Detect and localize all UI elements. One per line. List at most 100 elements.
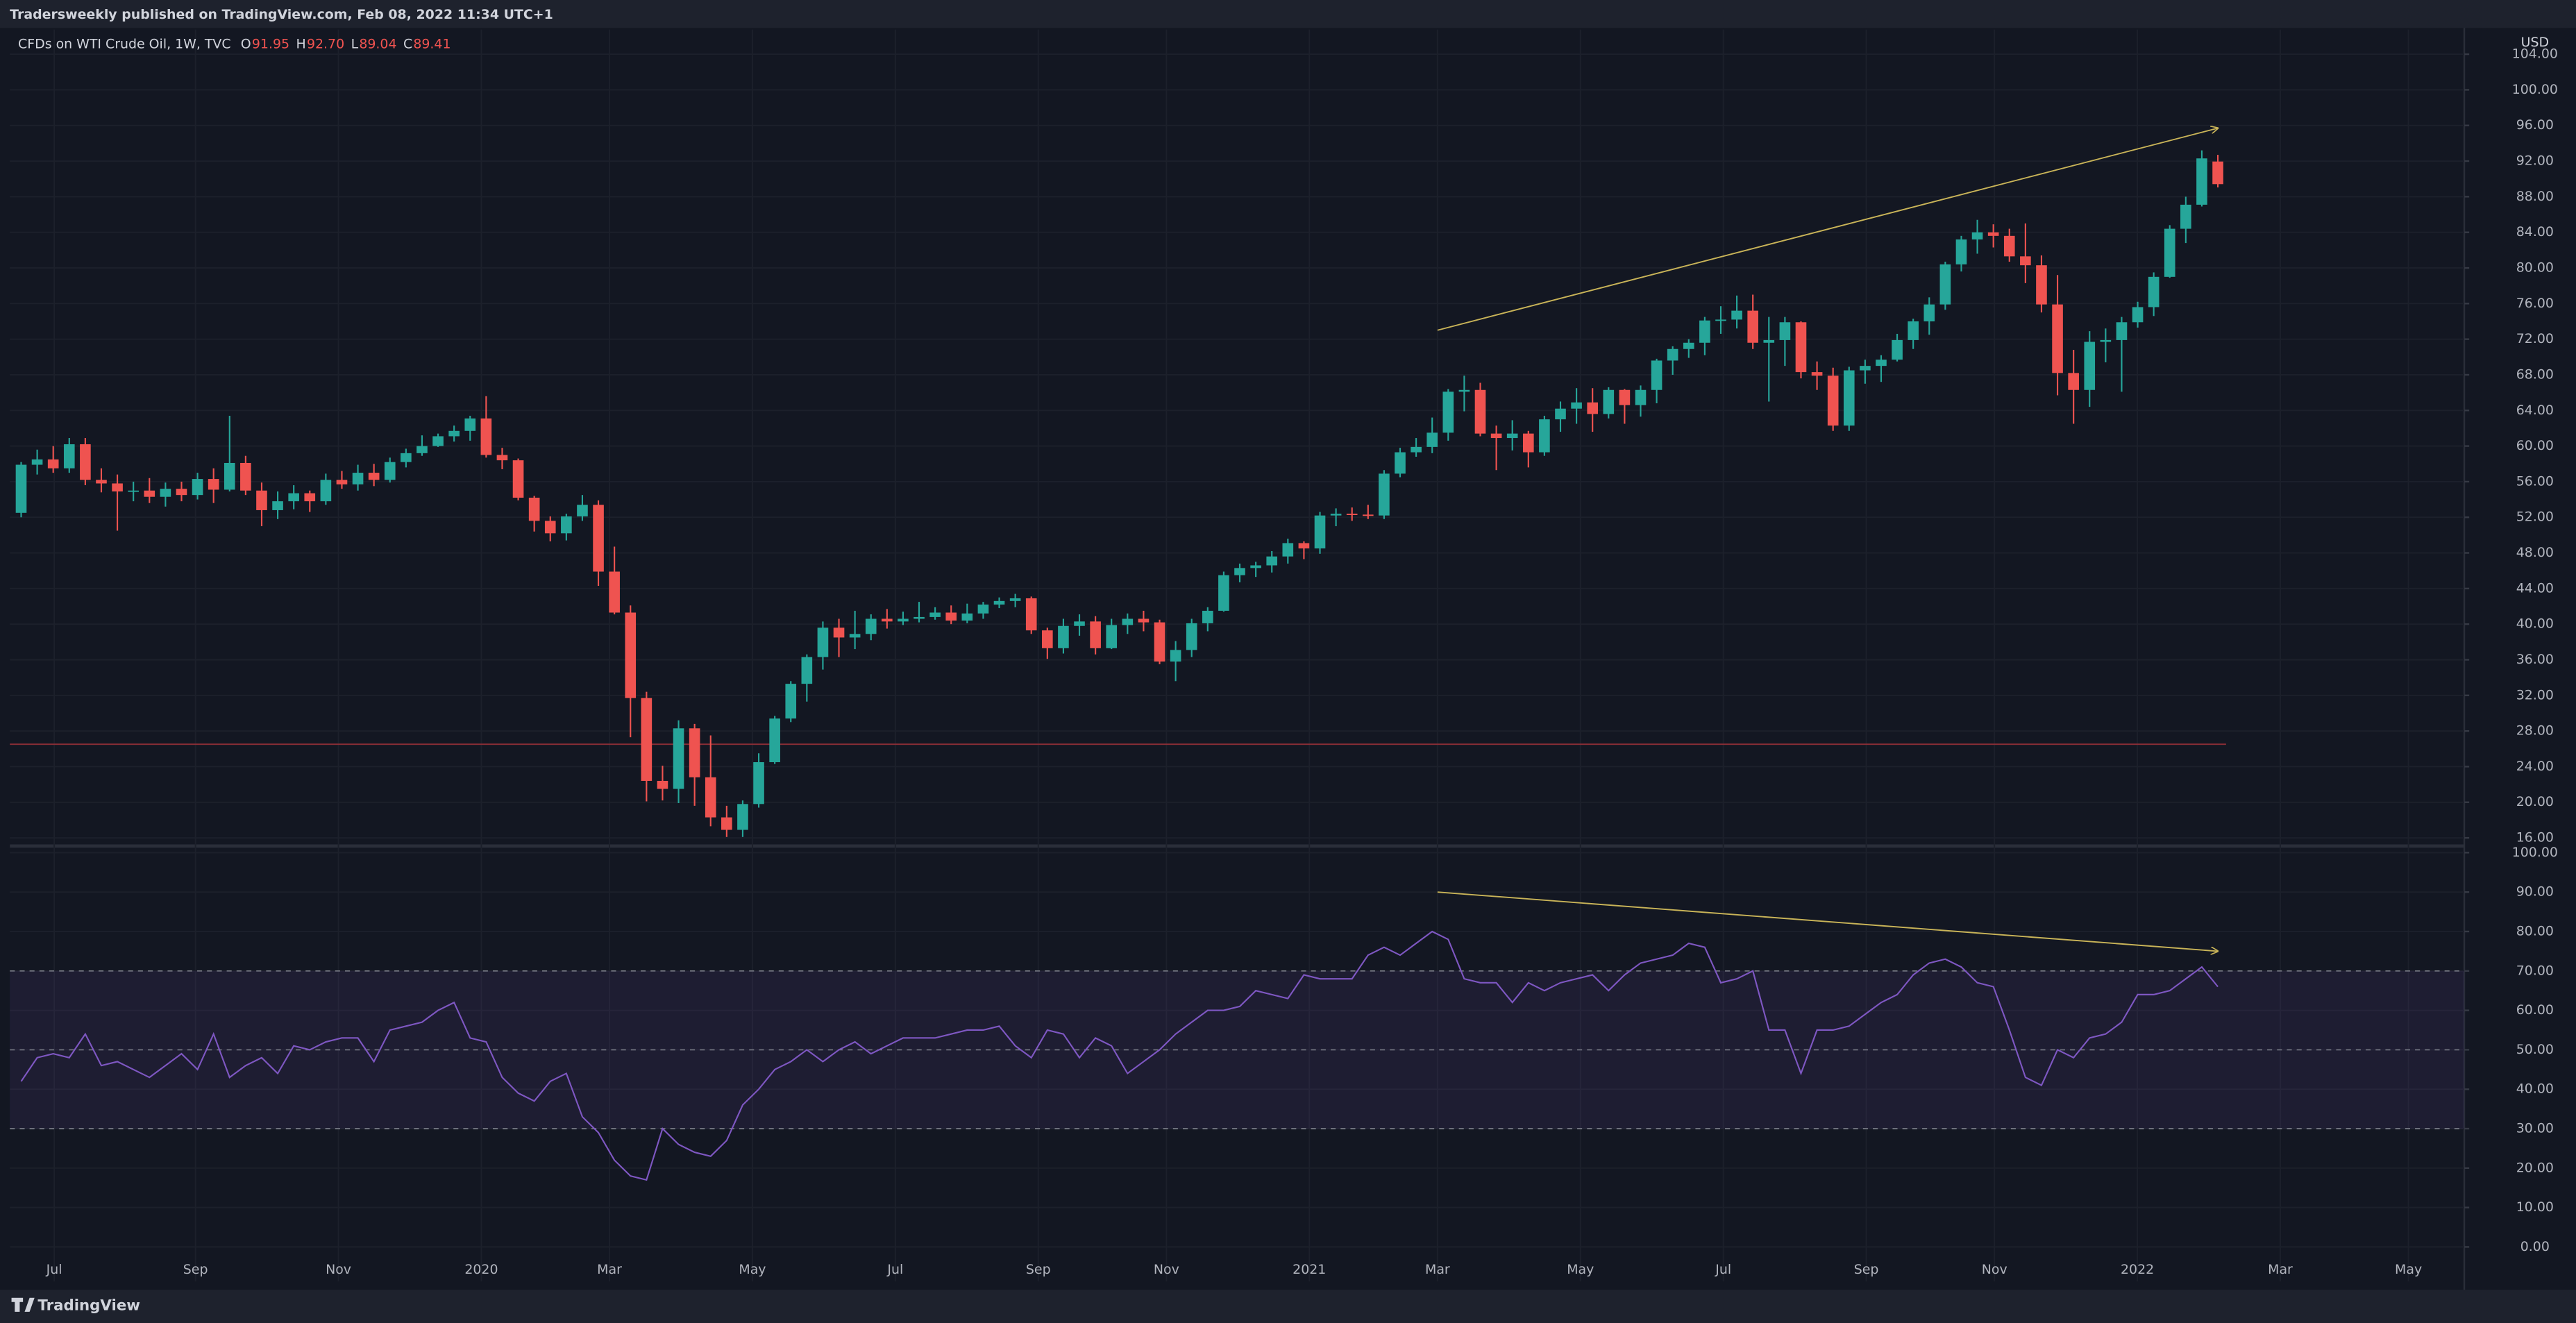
candle-body: [1411, 446, 1422, 453]
y-tick-label: 104.00: [2512, 47, 2558, 62]
y-tick-label: 70.00: [2516, 963, 2554, 978]
candle-body: [2148, 276, 2160, 307]
candle-body: [272, 501, 283, 510]
candle-body: [80, 444, 91, 480]
y-tick-label: 44.00: [2516, 580, 2554, 596]
candle-body: [448, 430, 460, 437]
candle-body: [1747, 310, 1758, 343]
candle-body: [785, 684, 797, 719]
candle-body: [320, 480, 332, 502]
candle-body: [1571, 402, 1582, 409]
x-tick-label: Jul: [886, 1262, 903, 1277]
candle-body: [2196, 158, 2207, 205]
candle-body: [1971, 232, 1983, 239]
candle-body: [1074, 621, 1085, 626]
candle-body: [1619, 389, 1631, 405]
candle-body: [1667, 348, 1678, 361]
candle-body: [2180, 204, 2191, 229]
candle-body: [63, 444, 75, 469]
y-tick-label: 32.00: [2516, 687, 2554, 702]
candle-body: [2212, 161, 2223, 185]
x-tick-label: Sep: [1854, 1262, 1879, 1277]
y-tick-label: 30.00: [2516, 1121, 2554, 1136]
candle-body: [1715, 319, 1726, 321]
header-bar: [0, 0, 2576, 28]
candle-body: [1651, 360, 1662, 390]
candle-body: [1379, 473, 1390, 516]
candle-body: [240, 462, 251, 491]
footer-logo: TradingView: [37, 1297, 140, 1315]
candle-body: [224, 462, 235, 490]
candle-body: [833, 627, 845, 638]
y-tick-label: 56.00: [2516, 473, 2554, 489]
candle-body: [1908, 321, 1919, 340]
y-tick-label: 92.00: [2516, 153, 2554, 169]
y-tick-label: 40.00: [2516, 1081, 2554, 1097]
y-tick-label: 100.00: [2512, 82, 2558, 97]
candle-body: [1458, 389, 1470, 392]
x-tick-label: Jul: [46, 1262, 62, 1277]
candle-body: [914, 616, 925, 619]
x-tick-label: 2020: [464, 1262, 498, 1277]
y-tick-label: 20.00: [2516, 1160, 2554, 1175]
x-tick-label: 2021: [1293, 1262, 1326, 1277]
candle-body: [1683, 342, 1694, 349]
candle-body: [192, 479, 203, 496]
legend-value: 89.04: [359, 36, 396, 51]
legend-value: 92.70: [307, 36, 344, 51]
candle-body: [929, 612, 941, 617]
candle-body: [1234, 568, 1245, 575]
candle-body: [1058, 625, 1069, 648]
legend-key: L: [351, 36, 359, 51]
candle-body: [47, 459, 59, 469]
x-tick-label: Jul: [1715, 1262, 1731, 1277]
x-tick-label: Nov: [1154, 1262, 1179, 1277]
candle-body: [657, 780, 668, 789]
candle-body: [2100, 339, 2112, 342]
candle-body: [882, 618, 893, 622]
x-tick-label: Nov: [1982, 1262, 2007, 1277]
candle-body: [1731, 310, 1742, 320]
candle-body: [401, 453, 412, 462]
candle-body: [961, 613, 973, 621]
y-tick-label: 60.00: [2516, 1002, 2554, 1018]
legend-title: CFDs on WTI Crude Oil, 1W, TVC: [18, 36, 231, 51]
rsi-band: [10, 970, 2465, 1129]
candle-body: [753, 762, 764, 804]
candle-body: [496, 455, 508, 461]
candle-body: [1025, 598, 1037, 631]
candle-body: [641, 698, 653, 781]
candle-body: [1154, 622, 1165, 662]
x-tick-label: May: [739, 1262, 766, 1277]
y-tick-label: 50.00: [2516, 1042, 2554, 1057]
candle-body: [1202, 610, 1213, 623]
candle-body: [384, 462, 396, 480]
trend-line: [1437, 891, 2218, 951]
candle-body: [625, 612, 637, 698]
x-tick-label: May: [2395, 1262, 2422, 1277]
candle-body: [945, 612, 957, 621]
candle-body: [31, 459, 43, 465]
candle-body: [1106, 625, 1118, 648]
candle-body: [1811, 372, 1823, 376]
candle-body: [609, 571, 620, 613]
candle-body: [1795, 322, 1807, 373]
y-tick-label: 24.00: [2516, 759, 2554, 774]
candle-body: [769, 718, 780, 763]
y-tick-label: 96.00: [2516, 117, 2554, 133]
legend: CFDs on WTI Crude Oil, 1W, TVC O 91.95 H 92…: [18, 36, 451, 51]
y-tick-label: 68.00: [2516, 366, 2554, 382]
candle-body: [1539, 419, 1550, 453]
candle-body: [1923, 304, 1935, 321]
candle-body: [1779, 322, 1791, 340]
x-tick-label: Sep: [1026, 1262, 1051, 1277]
candle-body: [898, 618, 909, 622]
candle-body: [2132, 307, 2144, 323]
candle-body: [673, 728, 684, 789]
candle-body: [977, 604, 989, 614]
candle-body: [368, 473, 380, 480]
y-tick-label: 52.00: [2516, 509, 2554, 525]
y-tick-label: 80.00: [2516, 923, 2554, 938]
candle-body: [512, 460, 524, 498]
